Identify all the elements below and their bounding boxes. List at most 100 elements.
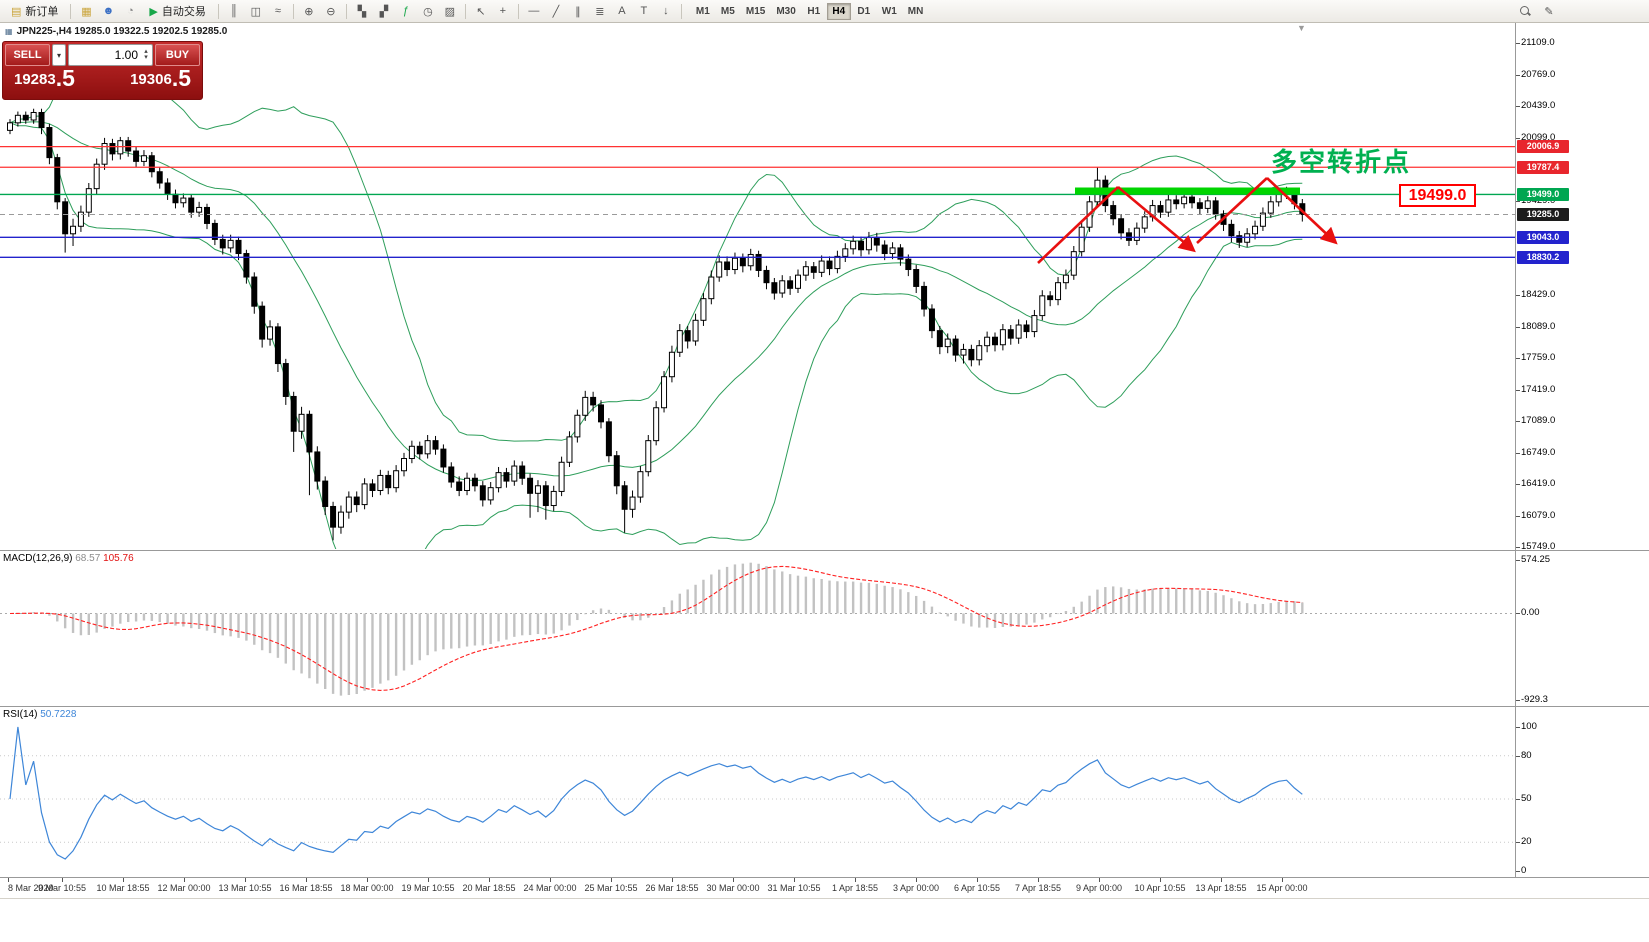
zoom-in-icon[interactable]: ⊕ (299, 2, 319, 20)
candle-body (1110, 205, 1117, 220)
chevron-down-icon: ▾ (56, 50, 61, 60)
candle-body (684, 330, 691, 342)
timeframe-d1-button[interactable]: D1 (857, 5, 871, 17)
axis-tick-mark (1516, 295, 1520, 296)
candle-body (661, 376, 668, 409)
time-tick-mark (916, 878, 917, 882)
buy-button[interactable]: BUY (155, 44, 200, 66)
candle-body (519, 465, 526, 479)
candle-body (700, 298, 707, 321)
toolbar-separator (292, 3, 294, 19)
time-tick-mark (1160, 878, 1161, 882)
new-order-button[interactable]: ▤ 新订单 (4, 2, 65, 20)
text-icon[interactable]: A (612, 2, 632, 20)
main-chart-plot[interactable] (0, 64, 1515, 598)
time-tick-mark (1038, 878, 1039, 882)
market-watch-icon[interactable]: ▦ (76, 2, 96, 20)
candle-body (204, 206, 210, 224)
rsi-panel[interactable] (0, 726, 1515, 860)
trend-arrow-line[interactable] (1266, 177, 1338, 245)
candle-body (133, 150, 140, 162)
timeframe-mn-button[interactable]: MN (907, 5, 924, 17)
bollinger-upper-band (9, 64, 1303, 442)
volume-input[interactable]: 1.00 ▴ ▾ (68, 44, 153, 66)
periods-icon[interactable]: ◷ (418, 2, 438, 20)
autotrading-button[interactable]: ▶ 自动交易 (142, 2, 212, 20)
trend-arrow-line[interactable] (1037, 186, 1119, 264)
price-level-badge: 20006.9 (1517, 140, 1569, 154)
axis-tick-mark (1516, 560, 1520, 561)
bar-chart-icon[interactable]: ║ (224, 2, 244, 20)
candle-body (1157, 205, 1164, 213)
price-level-badge: 19499.0 (1517, 187, 1569, 201)
candle-body (605, 421, 612, 457)
timeframe-m30-button[interactable]: M30 (776, 5, 796, 17)
zoom-out-icon[interactable]: ⊖ (321, 2, 341, 20)
channel-icon[interactable]: ∥ (568, 2, 588, 20)
candle-body (432, 440, 439, 450)
time-axis-label: 3 Apr 00:00 (892, 883, 940, 893)
candle-body (471, 477, 478, 487)
volume-increase-button[interactable]: ▴ (144, 48, 148, 55)
candle-body (267, 326, 274, 340)
candle-body (1047, 295, 1054, 301)
timeframe-m15-button[interactable]: M15 (745, 5, 766, 17)
timeframe-m1-button[interactable]: M1 (695, 5, 710, 17)
text-label-icon[interactable]: T (634, 2, 654, 20)
line-chart-icon[interactable]: ≈ (268, 2, 288, 20)
volume-decrease-button[interactable]: ▾ (144, 54, 148, 61)
time-axis-label: 6 Apr 10:55 (953, 883, 1001, 893)
horizontal-line-icon[interactable]: — (524, 2, 544, 20)
time-axis-label: 13 Mar 10:55 (218, 883, 272, 893)
macd-name: MACD(12,26,9) (3, 553, 73, 564)
candlestick-chart-icon[interactable]: ◫ (246, 2, 266, 20)
tile-windows-icon[interactable]: ▚ (352, 2, 372, 20)
cursor-icon[interactable]: ↖ (471, 2, 491, 20)
turning-point-annotation[interactable]: 多空转折点 (1271, 147, 1412, 177)
templates-icon[interactable]: ▨ (440, 2, 460, 20)
edit-icon[interactable]: ✎ (1544, 5, 1554, 18)
macd-label: MACD(12,26,9) 68.57 105.76 (3, 553, 134, 564)
trend-arrow-line[interactable] (1196, 177, 1268, 244)
macd-panel[interactable] (0, 562, 1515, 696)
chart-shift-marker[interactable]: ▼ (1297, 23, 1306, 33)
candle-body (156, 171, 163, 184)
trade-controls-row: SELL ▾ 1.00 ▴ ▾ BUY (5, 44, 200, 66)
macd-value-signal: 105.76 (103, 553, 134, 564)
time-axis[interactable] (0, 878, 1649, 899)
rsi-axis-label: 100 (1521, 721, 1537, 732)
candle-body (306, 413, 313, 453)
timeframe-h1-button[interactable]: H1 (807, 5, 821, 17)
candle-body (345, 496, 352, 513)
candle-body (921, 285, 928, 310)
axis-tick-mark (1516, 43, 1520, 44)
trendline-icon[interactable]: ╱ (546, 2, 566, 20)
candle-body (558, 461, 565, 492)
profile-icon[interactable]: ☻ (98, 2, 118, 20)
indicators-icon[interactable]: ƒ (396, 2, 416, 20)
timeframe-w1-button[interactable]: W1 (881, 5, 897, 17)
timeframe-h4-button[interactable]: H4 (826, 2, 851, 20)
candle-body (992, 336, 998, 346)
indicators-icon-glyph: ƒ (402, 5, 409, 17)
alerts-icon[interactable]: ◔ (120, 2, 140, 20)
candle-body (298, 413, 305, 432)
candle-body (93, 163, 100, 190)
candle-body (960, 348, 967, 356)
arrange-windows-icon[interactable]: ▞ (374, 2, 394, 20)
search-icon[interactable] (1515, 2, 1535, 20)
new-order-glyph: ▤ (11, 5, 22, 18)
crosshair-icon[interactable]: + (493, 2, 513, 20)
timeframe-m5-button[interactable]: M5 (720, 5, 735, 17)
time-axis-label: 8 Mar 2020 (8, 883, 54, 893)
sell-button[interactable]: SELL (5, 44, 50, 66)
candle-body (14, 114, 21, 124)
candle-body (889, 247, 896, 255)
price-flag-annotation[interactable]: 19499.0 (1399, 184, 1476, 207)
trend-arrow-line[interactable] (1117, 186, 1196, 253)
volume-preset-dropdown[interactable]: ▾ (52, 44, 66, 66)
fibonacci-icon[interactable]: ≣ (590, 2, 610, 20)
arrows-tool-icon[interactable]: ↓ (656, 2, 676, 20)
axis-tick-mark (1516, 452, 1520, 454)
